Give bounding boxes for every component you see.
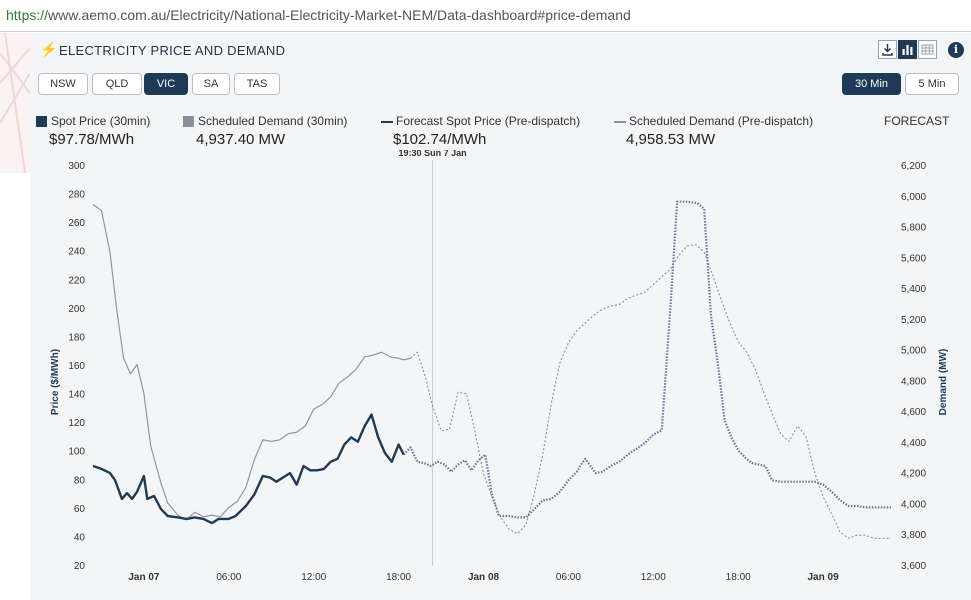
download-icon[interactable] <box>878 40 897 59</box>
demand-tick-label: 3,600 <box>901 561 926 572</box>
demand-axis-label: Demand (MW) <box>938 349 949 416</box>
demand-tick-label: 5,400 <box>901 284 926 295</box>
price-tick-label: 220 <box>68 275 85 286</box>
panel-title: ELECTRICITY PRICE AND DEMAND <box>59 43 286 58</box>
price-tick-label: 240 <box>68 247 85 258</box>
demand-tick-label: 4,200 <box>901 469 926 480</box>
legend-label: Forecast Spot Price (Pre-dispatch) <box>396 114 581 128</box>
legend-label: Scheduled Demand (30min) <box>198 114 348 128</box>
legend-swatch <box>36 116 47 127</box>
demand-tick-label: 3,800 <box>901 530 926 541</box>
demand-tick-label: 4,600 <box>901 407 926 418</box>
forecast-spot-price-line[interactable] <box>402 200 891 519</box>
info-icon[interactable]: i <box>948 42 964 58</box>
price-tick-label: 200 <box>68 304 85 315</box>
legend-dash-marker <box>381 121 393 123</box>
scheduled-demand-line[interactable] <box>92 204 411 521</box>
price-tick-label: 120 <box>68 418 85 429</box>
demand-tick-label: 4,000 <box>901 499 926 510</box>
forecast-label: FORECAST <box>884 114 950 128</box>
legend-value: 4,937.40 MW <box>196 131 286 148</box>
demand-tick-label: 5,800 <box>901 223 926 234</box>
price-tick-label: 300 <box>68 161 85 172</box>
price-tick-label: 160 <box>68 361 85 372</box>
price-axis-ticks: 20 40 60 80 100 120 140 160 180 200 220 240 260 280 30… <box>68 161 85 572</box>
price-tick-label: 280 <box>68 190 85 201</box>
price-tick-label: 40 <box>74 532 86 543</box>
demand-tick-label: 4,800 <box>901 376 926 387</box>
price-axis-label: Price ($/MWh) <box>50 349 61 415</box>
time-tick-label: 06:00 <box>216 572 241 583</box>
price-tick-label: 260 <box>68 218 85 229</box>
time-tick-label: Jan 08 <box>468 572 500 583</box>
url-path: www.aemo.com.au/Electricity/National-Ele… <box>48 7 631 23</box>
price-tick-label: 20 <box>74 561 86 572</box>
legend-value: 4,958.53 MW <box>626 131 716 148</box>
demand-axis-ticks: 3,600 3,800 4,000 4,200 4,400 4,600 4,800 5,000… <box>901 161 926 572</box>
time-tick-label: Jan 09 <box>808 572 840 583</box>
tab-interval-30min[interactable]: 30 Min <box>842 73 901 95</box>
demand-tick-label: 5,200 <box>901 315 926 326</box>
demand-tick-label: 5,000 <box>901 346 926 357</box>
time-tick-label: 12:00 <box>641 572 666 583</box>
price-tick-label: 180 <box>68 332 85 343</box>
demand-tick-label: 5,600 <box>901 253 926 264</box>
time-tick-label: 12:00 <box>301 572 326 583</box>
legend-label: Spot Price (30min) <box>51 114 151 128</box>
legend-label: Scheduled Demand (Pre-dispatch) <box>629 114 814 128</box>
chart-view-icon[interactable] <box>898 40 917 59</box>
spot-price-line[interactable] <box>92 413 405 525</box>
time-tick-label: 06:00 <box>556 572 581 583</box>
page-background-decoration <box>0 33 30 173</box>
current-time-label: 19:30 Sun 7 Jan <box>399 150 467 158</box>
panel-header: ⚡ ELECTRICITY PRICE AND DEMAND i <box>30 33 971 67</box>
price-tick-label: 140 <box>68 390 85 401</box>
chart-background <box>30 150 971 600</box>
legend-dash-marker <box>614 121 626 123</box>
legend-value: $102.74/MWh <box>393 131 487 148</box>
price-demand-panel: ⚡ ELECTRICITY PRICE AND DEMAND i NSW QLD… <box>30 33 971 600</box>
price-tick-label: 100 <box>68 447 85 458</box>
forecast-demand-line[interactable] <box>410 243 892 539</box>
url-text[interactable]: https://www.aemo.com.au/Electricity/Nati… <box>6 7 631 23</box>
url-scheme: https:// <box>6 7 49 23</box>
table-view-icon[interactable] <box>918 40 937 59</box>
tab-region-tas[interactable]: TAS <box>234 73 280 95</box>
time-axis-ticks: Jan 07 06:00 12:00 18:00 Jan 08 06:00 12:00 18:… <box>128 572 839 583</box>
lightning-icon: ⚡ <box>40 41 58 57</box>
tab-region-nsw[interactable]: NSW <box>38 73 88 95</box>
price-demand-chart[interactable]: 20 40 60 80 100 120 140 160 180 200 220 240 260 280 30… <box>30 150 971 600</box>
time-tick-label: 18:00 <box>386 572 411 583</box>
price-tick-label: 80 <box>74 475 86 486</box>
tab-region-vic[interactable]: VIC <box>144 73 188 95</box>
legend-value: $97.78/MWh <box>49 131 135 148</box>
demand-tick-label: 6,200 <box>901 161 926 172</box>
chart-series <box>92 200 892 539</box>
legend-swatch <box>183 116 194 127</box>
tab-region-sa[interactable]: SA <box>192 73 230 95</box>
price-tick-label: 60 <box>74 504 86 515</box>
time-tick-label: 18:00 <box>726 572 751 583</box>
browser-url-bar[interactable]: https://www.aemo.com.au/Electricity/Nati… <box>0 0 971 32</box>
time-tick-label: Jan 07 <box>128 572 160 583</box>
demand-tick-label: 4,400 <box>901 438 926 449</box>
demand-tick-label: 6,000 <box>901 192 926 203</box>
tab-region-qld[interactable]: QLD <box>92 73 142 95</box>
tab-interval-5min[interactable]: 5 Min <box>905 73 959 95</box>
